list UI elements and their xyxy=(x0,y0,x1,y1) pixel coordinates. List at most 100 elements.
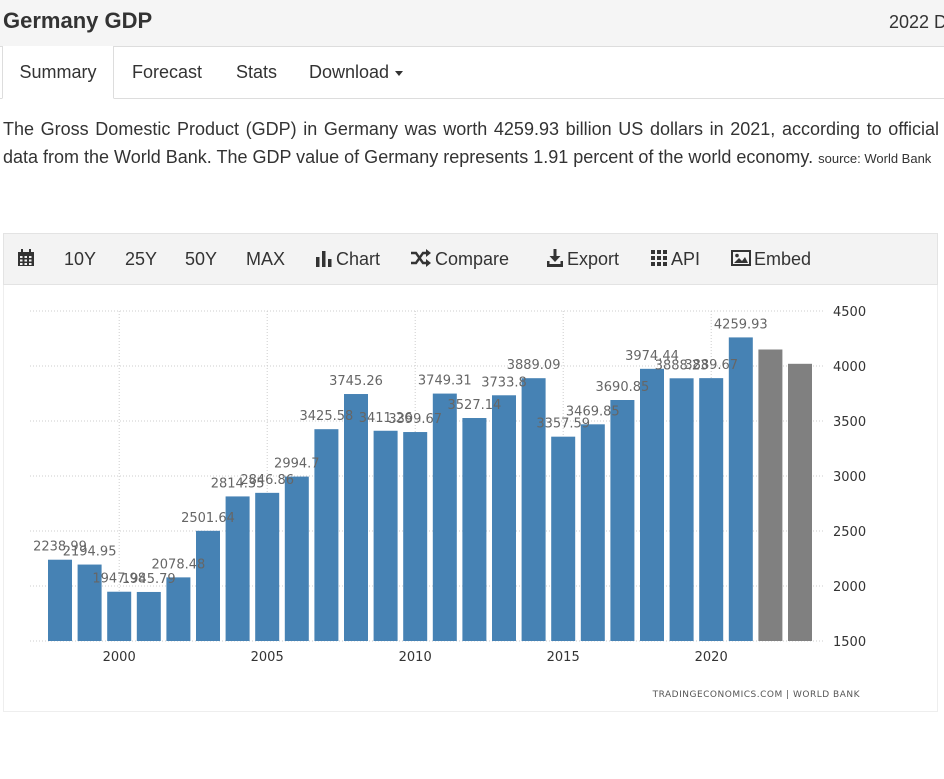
data-label: 3974.44 xyxy=(625,349,679,364)
export-button-label: Export xyxy=(567,249,620,269)
data-label: 1947.98 xyxy=(92,572,146,587)
tab-summary[interactable]: Summary xyxy=(2,46,114,99)
api-button[interactable]: API xyxy=(650,234,700,286)
data-label: 2846.86 xyxy=(240,473,294,488)
gdp-bar xyxy=(344,394,368,641)
gdp-bar xyxy=(196,530,220,641)
gdp-bar xyxy=(492,395,516,641)
gdp-bar xyxy=(728,337,753,641)
calendar-button[interactable] xyxy=(17,234,38,286)
gdp-bar xyxy=(640,368,664,641)
data-label: 3527.14 xyxy=(448,398,502,413)
y-tick-label: 4000 xyxy=(833,360,866,375)
api-button-label: API xyxy=(671,249,701,269)
data-label: 2238.99 xyxy=(33,540,87,555)
tab-stats-label: Stats xyxy=(236,62,278,82)
bar-chart-icon xyxy=(316,251,332,268)
data-label: 1945.79 xyxy=(122,572,176,587)
gdp-bar xyxy=(373,430,398,641)
tab-download[interactable]: Download xyxy=(309,46,404,98)
gdp-bar xyxy=(403,432,428,641)
tab-forecast-label: Forecast xyxy=(132,62,203,82)
gdp-bar xyxy=(699,378,724,641)
compare-button[interactable]: Compare xyxy=(410,234,509,286)
gdp-bar xyxy=(107,591,132,641)
year-label: 2022 D xyxy=(889,12,944,32)
page-title: Germany GDP xyxy=(3,8,153,33)
y-tick-label: 2000 xyxy=(833,580,866,595)
description-text: The Gross Domestic Product (GDP) in Germ… xyxy=(3,119,939,167)
gdp-bar xyxy=(432,393,457,641)
data-label: 3411.26 xyxy=(359,411,413,426)
gdp-bar xyxy=(314,429,339,641)
data-label: 3888.23 xyxy=(655,358,709,373)
gdp-bar xyxy=(48,559,72,641)
x-tick-label: 2020 xyxy=(695,650,728,665)
gdp-bar xyxy=(551,436,576,641)
range-max-button[interactable]: MAX xyxy=(246,249,286,269)
chart-button[interactable]: Chart xyxy=(315,234,380,286)
compare-button-label: Compare xyxy=(435,249,510,269)
x-tick-label: 2015 xyxy=(547,650,580,665)
y-tick-label: 4500 xyxy=(833,305,866,320)
gdp-bar-chart: 4500 4000 3500 3000 2500 2000 1500 2000 2005 2010… xyxy=(30,305,866,700)
page-header: Germany GDP 2022 D xyxy=(0,0,944,47)
data-label: 3749.31 xyxy=(418,374,472,389)
chart-credit: TRADINGECONOMICS.COM | WORLD BANK xyxy=(652,690,861,700)
embed-button-label: Embed xyxy=(754,249,812,269)
export-button[interactable]: Export xyxy=(546,234,619,286)
gdp-bar xyxy=(77,564,102,641)
data-label: 3399.67 xyxy=(388,412,442,427)
y-tick-label: 3500 xyxy=(833,415,866,430)
gdp-bar xyxy=(284,476,309,641)
caret-down-icon xyxy=(395,70,404,76)
data-label: 3889.67 xyxy=(684,358,738,373)
gdp-bar xyxy=(521,378,546,641)
y-tick-label: 2500 xyxy=(833,525,866,540)
data-label: 4259.93 xyxy=(714,317,768,332)
x-tick-label: 2005 xyxy=(251,650,284,665)
data-label: 3745.26 xyxy=(329,374,383,389)
grid-icon xyxy=(651,250,667,267)
data-label: 2501.64 xyxy=(181,511,235,526)
x-tick-label: 2010 xyxy=(399,650,432,665)
tab-bar: Summary Forecast Stats Download xyxy=(0,46,944,99)
gdp-bar xyxy=(669,378,694,641)
chart-toolbar: 10Y 25Y 50Y MAX Chart Compare Export xyxy=(3,233,938,285)
x-tick-label: 2000 xyxy=(103,650,136,665)
data-label: 2078.48 xyxy=(152,557,206,572)
tab-forecast[interactable]: Forecast xyxy=(132,46,202,98)
chart-button-label: Chart xyxy=(336,249,381,269)
data-label: 2814.35 xyxy=(211,476,265,491)
shuffle-icon xyxy=(411,249,431,268)
data-label: 2194.95 xyxy=(63,545,117,560)
gdp-bar xyxy=(225,496,250,641)
gdp-bar xyxy=(166,577,191,641)
gdp-bar xyxy=(462,418,487,641)
forecast-bar xyxy=(758,349,783,641)
range-25y-button[interactable]: 25Y xyxy=(125,249,158,269)
data-label: 2994.7 xyxy=(274,457,320,472)
image-icon xyxy=(731,250,751,267)
chart-container xyxy=(3,285,938,712)
tab-summary-label: Summary xyxy=(19,62,97,82)
description: The Gross Domestic Product (GDP) in Germ… xyxy=(3,115,939,173)
gdp-bar xyxy=(136,591,161,641)
gdp-bar xyxy=(580,424,605,641)
data-label: 3733.8 xyxy=(481,375,527,390)
data-label: 3889.09 xyxy=(507,358,561,373)
range-10y-button[interactable]: 10Y xyxy=(64,249,97,269)
embed-button[interactable]: Embed xyxy=(731,234,811,286)
tab-download-label: Download xyxy=(309,62,390,82)
gdp-bar xyxy=(610,400,635,641)
data-label: 3690.85 xyxy=(596,380,650,395)
download-icon xyxy=(547,249,563,268)
tab-stats[interactable]: Stats xyxy=(236,46,277,98)
range-50y-button[interactable]: 50Y xyxy=(185,249,218,269)
description-source: source: World Bank xyxy=(818,151,932,166)
y-tick-label: 1500 xyxy=(833,635,866,650)
gdp-bar xyxy=(255,492,280,641)
forecast-bar xyxy=(788,363,812,641)
data-label: 3357.59 xyxy=(536,417,590,432)
data-label: 3425.58 xyxy=(300,409,354,424)
